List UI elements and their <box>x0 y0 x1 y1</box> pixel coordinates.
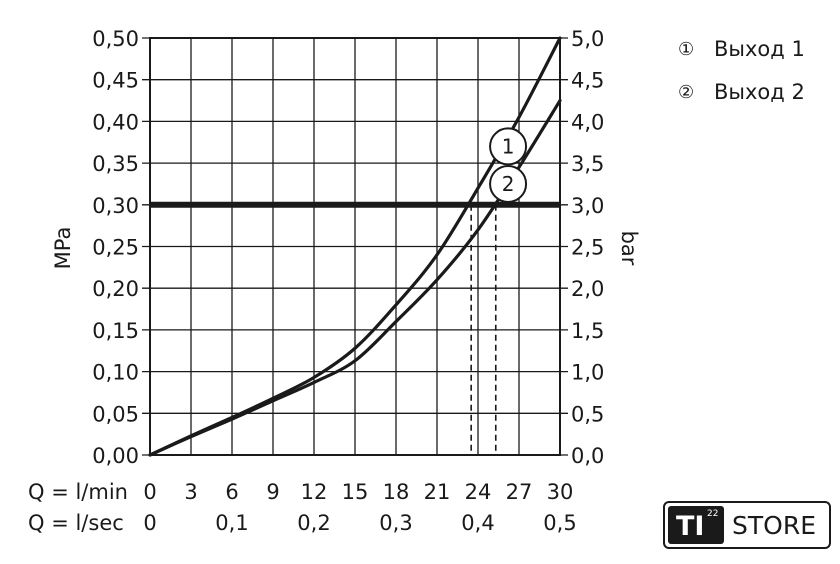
right-tick-label: 2,5 <box>571 236 604 260</box>
logo-ti-block <box>668 506 724 544</box>
tick-labels: 0,00 0,00,05 0,50,10 1,00,15 1,50,20 2,00,25 2… <box>92 27 604 535</box>
x-row1-tick-label: 12 <box>301 480 328 504</box>
left-tick-label: 0,50 <box>92 27 139 51</box>
left-tick-label: 0,20 <box>92 277 139 301</box>
x-axis-row1-title: Q = l/min <box>28 480 128 504</box>
legend-symbol-1: ① <box>678 39 694 60</box>
series-markers: 12 <box>489 127 528 203</box>
x-row1-tick-label: 9 <box>266 480 279 504</box>
x-row2-tick-label: 0,1 <box>215 511 248 535</box>
left-tick-label: 0,40 <box>92 110 139 134</box>
right-tick-label: 1,0 <box>571 361 604 385</box>
right-tick-label: 1,5 <box>571 319 604 343</box>
series-line-2 <box>148 98 562 457</box>
x-row1-tick-label: 6 <box>225 480 238 504</box>
x-row1-tick-label: 15 <box>342 480 369 504</box>
logo-sup-text: 22 <box>707 509 718 519</box>
left-tick-label: 0,30 <box>92 194 139 218</box>
right-tick-label: 2,0 <box>571 277 604 301</box>
dashed-markers <box>470 204 497 455</box>
legend-label-2: Выход 2 <box>714 80 805 104</box>
left-tick-label: 0,15 <box>92 319 139 343</box>
left-tick-label: 0,05 <box>92 402 139 426</box>
legend-symbol-2: ② <box>678 82 694 103</box>
legend: ① Выход 1 ② Выход 2 <box>678 37 805 104</box>
left-tick-label: 0,00 <box>92 444 139 468</box>
x-row2-tick-label: 0,4 <box>461 511 494 535</box>
plot-frame <box>149 37 561 456</box>
x-row1-tick-label: 18 <box>383 480 410 504</box>
x-row1-tick-label: 21 <box>424 480 451 504</box>
legend-label-1: Выход 1 <box>714 37 805 61</box>
x-row1-tick-label: 0 <box>143 480 156 504</box>
x-row1-tick-label: 24 <box>465 480 492 504</box>
series-marker-circle-2 <box>489 164 528 203</box>
series-marker-circle-1 <box>489 127 528 166</box>
series-marker-label-2: 2 <box>502 172 515 196</box>
left-tick-label: 0,25 <box>92 236 139 260</box>
logo-ti-text: TI <box>676 511 704 542</box>
x-row2-tick-label: 0,3 <box>379 511 412 535</box>
grid <box>142 37 568 456</box>
x-row2-tick-label: 0,5 <box>543 511 576 535</box>
series-marker-label-1: 1 <box>502 134 515 158</box>
right-tick-label: 4,0 <box>571 110 604 134</box>
x-row1-tick-label: 30 <box>547 480 574 504</box>
x-axis-row2-title: Q = l/sec <box>28 511 124 535</box>
left-tick-label: 0,45 <box>92 69 139 93</box>
right-tick-label: 3,5 <box>571 152 604 176</box>
right-tick-label: 0,0 <box>571 444 604 468</box>
x-row1-tick-label: 27 <box>506 480 533 504</box>
right-tick-label: 0,5 <box>571 402 604 426</box>
ti-store-logo: TI 22 STORE <box>663 501 831 549</box>
right-tick-label: 3,0 <box>571 194 604 218</box>
left-tick-label: 0,35 <box>92 152 139 176</box>
logo-store-text: STORE <box>732 511 816 540</box>
left-tick-label: 0,10 <box>92 361 139 385</box>
x-row2-tick-label: 0 <box>143 511 156 535</box>
left-axis-title: MPa <box>51 227 75 270</box>
x-row2-tick-label: 0,2 <box>297 511 330 535</box>
right-tick-label: 4,5 <box>571 69 604 93</box>
x-row1-tick-label: 3 <box>184 480 197 504</box>
right-axis-title: bar <box>617 231 641 266</box>
right-tick-label: 5,0 <box>571 27 604 51</box>
